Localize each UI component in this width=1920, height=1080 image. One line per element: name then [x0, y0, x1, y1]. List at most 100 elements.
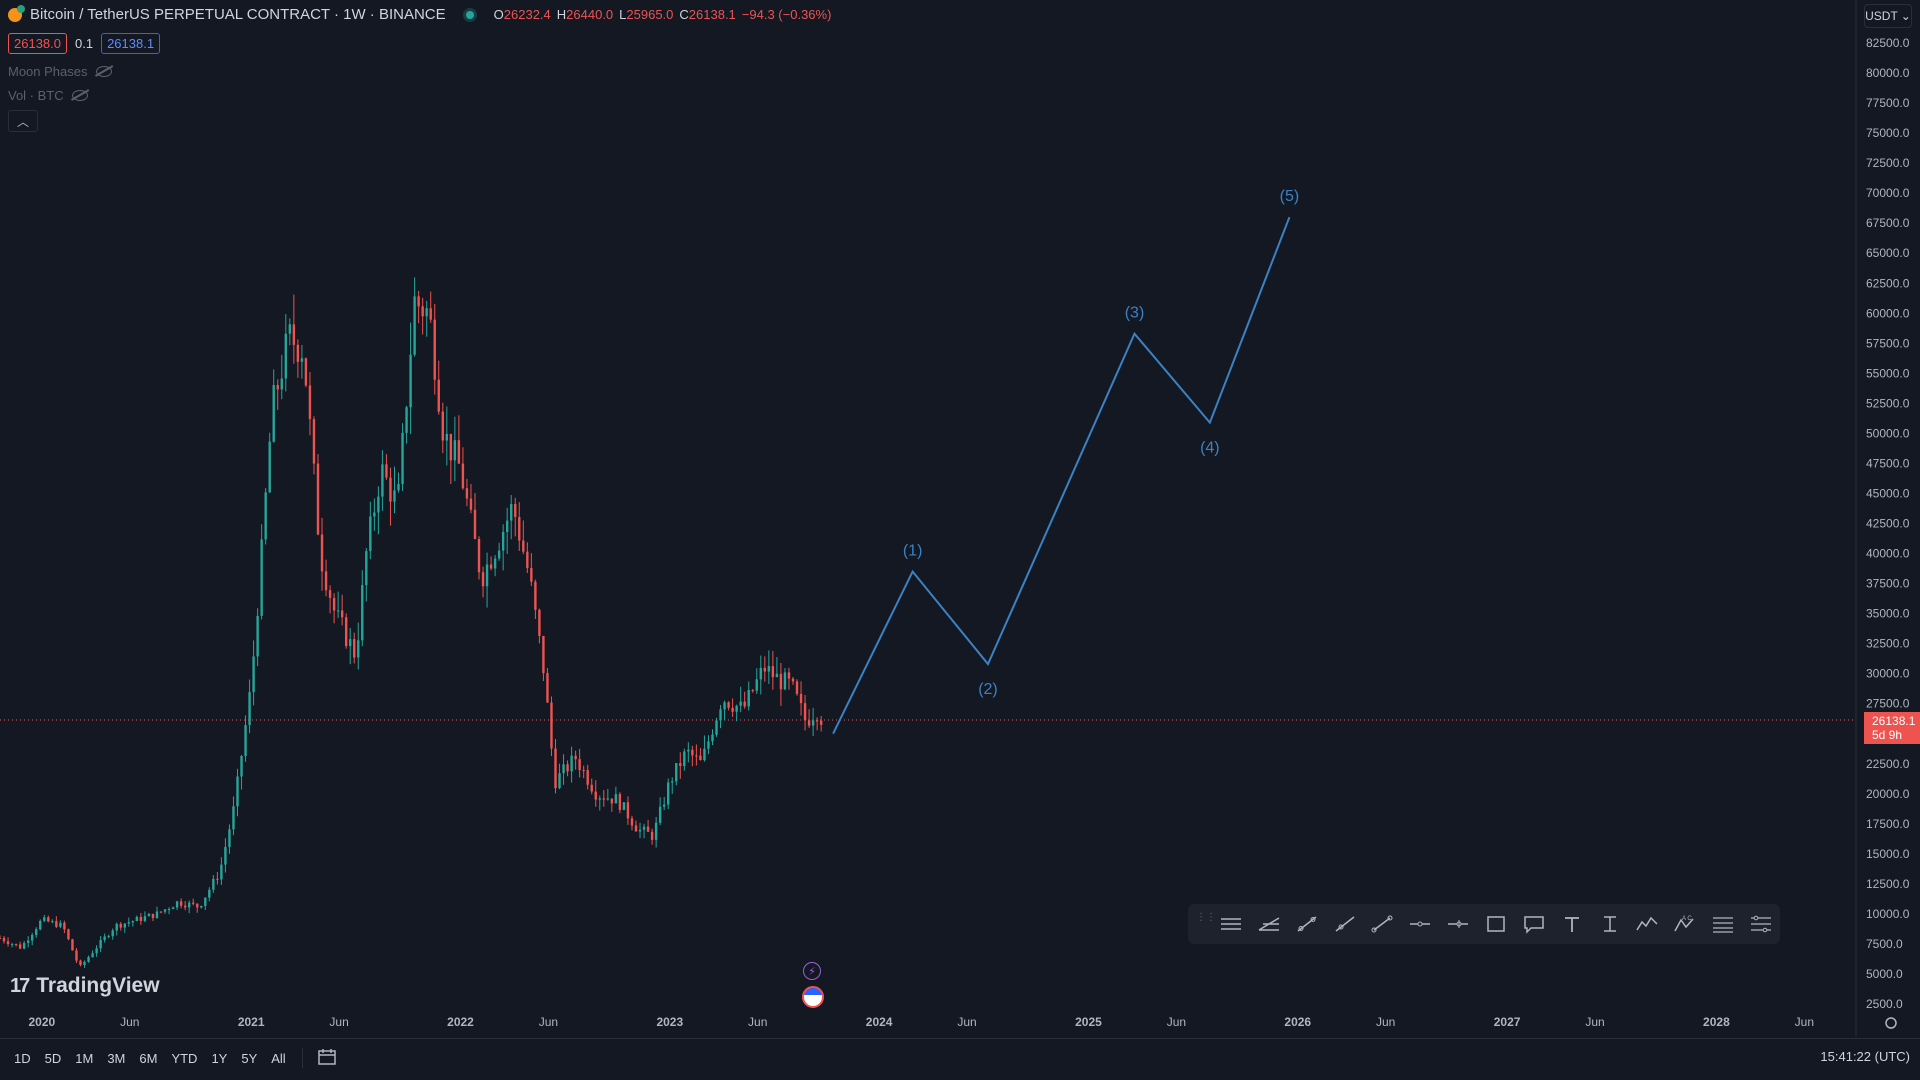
timeframe-5d[interactable]: 5D — [44, 1050, 62, 1066]
candle-body — [268, 441, 271, 493]
timeframe-6m[interactable]: 6M — [139, 1050, 158, 1066]
collapse-legend-button[interactable]: ︿ — [8, 110, 38, 132]
bottom-toolbar: 1D 5D 1M 3M 6M YTD 1Y 5Y All 15:41:22 (U… — [0, 1038, 1920, 1077]
candle-body — [31, 934, 34, 941]
settings-gear-icon[interactable] — [1885, 1017, 1897, 1029]
drag-handle-icon[interactable]: ⋮⋮ — [1196, 912, 1216, 923]
candle-body — [815, 720, 819, 722]
candle-body — [485, 564, 489, 587]
us-flag-event-icon[interactable] — [802, 986, 824, 1008]
wave-path[interactable] — [832, 216, 1291, 735]
candle-body — [602, 798, 606, 800]
text-icon[interactable] — [1553, 908, 1591, 940]
candle-body — [6, 941, 10, 944]
horizontal-line-icon[interactable] — [1401, 908, 1439, 940]
drawing-toolbar: ⋮⋮ A C — [1188, 904, 1780, 944]
fib-retracement-icon[interactable] — [1704, 908, 1742, 940]
x-tick-label: Jun — [329, 1015, 348, 1029]
candle-body — [598, 798, 601, 800]
hidden-eye-icon[interactable] — [71, 90, 88, 101]
timeframe-ytd[interactable]: YTD — [171, 1050, 198, 1066]
trend-angle-icon[interactable] — [1288, 908, 1326, 940]
timeframe-1m[interactable]: 1M — [75, 1050, 94, 1066]
wave-label: (2) — [978, 681, 998, 698]
date-range-icon[interactable] — [317, 1048, 337, 1069]
candle-body — [699, 755, 702, 761]
candle-body — [441, 411, 444, 441]
timeframe-all[interactable]: All — [271, 1050, 286, 1066]
y-tick-label: 47500.0 — [1866, 456, 1910, 470]
candle-body — [711, 734, 714, 742]
candle-body — [87, 957, 90, 962]
candle-body — [43, 917, 46, 921]
candle-body — [139, 916, 143, 921]
timeframe-1y[interactable]: 1Y — [211, 1050, 228, 1066]
sell-price-button[interactable]: 26138.0 — [8, 33, 67, 54]
price-range-icon[interactable] — [1591, 908, 1629, 940]
candle-body — [183, 905, 187, 908]
candle-body — [582, 770, 585, 772]
candle-body — [200, 905, 203, 908]
horizontal-ray-icon[interactable] — [1439, 908, 1477, 940]
indicator-moon-phases[interactable]: Moon Phases — [8, 64, 112, 79]
lightning-event-icon[interactable]: ⚡ — [803, 962, 821, 980]
candle-body — [610, 798, 614, 804]
x-tick-label: 2023 — [656, 1015, 683, 1029]
fib-extension-icon[interactable] — [1742, 908, 1780, 940]
candle-body — [530, 567, 533, 582]
currency-select[interactable]: USDT ⌄ — [1864, 4, 1912, 28]
candle-body — [461, 463, 465, 489]
candle-body — [196, 903, 199, 908]
candle-body — [671, 781, 674, 783]
candle-body — [425, 308, 428, 317]
trend-line-icon[interactable] — [1363, 908, 1401, 940]
candle-body — [324, 571, 328, 591]
candle-body — [755, 679, 758, 691]
candle-body — [2, 937, 6, 942]
divider — [301, 1048, 303, 1068]
tradingview-logo[interactable]: 17 TradingView — [10, 974, 160, 997]
candle-body — [284, 333, 287, 379]
callout-icon[interactable] — [1515, 908, 1553, 940]
candle-body — [638, 829, 642, 832]
timeframe-5y[interactable]: 5Y — [241, 1050, 258, 1066]
hidden-eye-icon[interactable] — [95, 66, 112, 77]
timeframe-1d[interactable]: 1D — [14, 1050, 31, 1066]
symbol-title[interactable]: Bitcoin / TetherUS PERPETUAL CONTRACT · … — [30, 6, 446, 23]
abcd-pattern-icon[interactable]: A C — [1666, 908, 1704, 940]
candle-body — [187, 902, 191, 908]
elliott-wave-icon[interactable] — [1628, 908, 1666, 940]
candle-body — [675, 763, 678, 782]
pitchfork-icon[interactable] — [1250, 908, 1288, 940]
candle-body — [79, 960, 82, 965]
symbol-header: Bitcoin / TetherUS PERPETUAL CONTRACT · … — [8, 4, 831, 23]
candle-body — [429, 308, 432, 320]
candle-body — [811, 720, 815, 726]
parallel-channel-icon[interactable] — [1212, 908, 1250, 940]
candle-body — [409, 354, 412, 408]
candle-body — [220, 864, 223, 880]
candle-body — [232, 806, 235, 830]
indicator-volume[interactable]: Vol · BTC — [8, 88, 88, 103]
x-tick-label: Jun — [1795, 1015, 1814, 1029]
candle-body — [332, 597, 336, 611]
y-tick-label: 62500.0 — [1866, 276, 1910, 290]
ray-icon[interactable] — [1326, 908, 1364, 940]
x-tick-label: 2028 — [1703, 1015, 1730, 1029]
candle-body — [634, 825, 638, 832]
candle-body — [715, 720, 718, 735]
candle-body — [747, 690, 750, 707]
buy-price-button[interactable]: 26138.1 — [101, 33, 161, 54]
candle-body — [308, 385, 312, 420]
candle-body — [489, 564, 493, 569]
utc-clock[interactable]: 15:41:22 (UTC) — [1820, 1049, 1910, 1064]
timeframe-3m[interactable]: 3M — [107, 1050, 126, 1066]
candle-body — [574, 755, 577, 760]
candle-body — [349, 639, 352, 647]
x-tick-label: 2025 — [1075, 1015, 1102, 1029]
y-tick-label: 70000.0 — [1866, 186, 1910, 200]
candle-body — [397, 483, 400, 491]
candle-body — [795, 681, 799, 694]
rectangle-icon[interactable] — [1477, 908, 1515, 940]
